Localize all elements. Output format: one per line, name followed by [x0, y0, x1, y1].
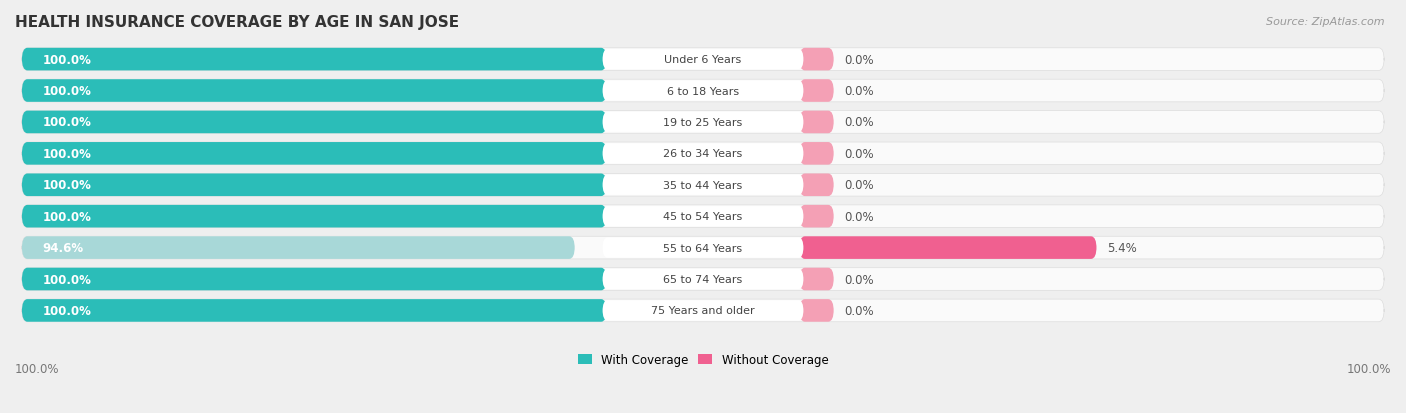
Text: 100.0%: 100.0%	[42, 116, 91, 129]
Text: 75 Years and older: 75 Years and older	[651, 306, 755, 316]
FancyBboxPatch shape	[22, 112, 1384, 134]
FancyBboxPatch shape	[22, 205, 1384, 228]
FancyBboxPatch shape	[22, 205, 606, 228]
Text: 100.0%: 100.0%	[42, 273, 91, 286]
FancyBboxPatch shape	[22, 49, 606, 71]
FancyBboxPatch shape	[800, 237, 1097, 259]
Text: 0.0%: 0.0%	[845, 147, 875, 161]
FancyBboxPatch shape	[800, 80, 834, 102]
FancyBboxPatch shape	[800, 174, 834, 197]
Text: 100.0%: 100.0%	[42, 304, 91, 317]
Text: HEALTH INSURANCE COVERAGE BY AGE IN SAN JOSE: HEALTH INSURANCE COVERAGE BY AGE IN SAN …	[15, 15, 460, 30]
Text: 100.0%: 100.0%	[15, 362, 59, 375]
Text: 26 to 34 Years: 26 to 34 Years	[664, 149, 742, 159]
Text: 35 to 44 Years: 35 to 44 Years	[664, 180, 742, 190]
Text: 5.4%: 5.4%	[1108, 242, 1137, 254]
Text: Source: ZipAtlas.com: Source: ZipAtlas.com	[1267, 17, 1385, 26]
Text: 100.0%: 100.0%	[42, 147, 91, 161]
Text: 100.0%: 100.0%	[42, 179, 91, 192]
FancyBboxPatch shape	[22, 143, 606, 165]
Text: 100.0%: 100.0%	[42, 210, 91, 223]
FancyBboxPatch shape	[22, 299, 1384, 322]
Text: 94.6%: 94.6%	[42, 242, 83, 254]
FancyBboxPatch shape	[800, 205, 834, 228]
FancyBboxPatch shape	[22, 112, 606, 134]
Text: 45 to 54 Years: 45 to 54 Years	[664, 212, 742, 222]
FancyBboxPatch shape	[603, 206, 803, 227]
FancyBboxPatch shape	[603, 81, 803, 101]
Text: 0.0%: 0.0%	[845, 304, 875, 317]
FancyBboxPatch shape	[22, 299, 606, 322]
Text: Under 6 Years: Under 6 Years	[665, 55, 741, 65]
FancyBboxPatch shape	[800, 299, 834, 322]
Text: 0.0%: 0.0%	[845, 210, 875, 223]
FancyBboxPatch shape	[603, 301, 803, 321]
FancyBboxPatch shape	[603, 50, 803, 70]
Text: 0.0%: 0.0%	[845, 85, 875, 98]
Text: 100.0%: 100.0%	[1347, 362, 1391, 375]
FancyBboxPatch shape	[22, 268, 1384, 291]
Text: 6 to 18 Years: 6 to 18 Years	[666, 86, 740, 96]
FancyBboxPatch shape	[22, 237, 575, 259]
FancyBboxPatch shape	[603, 269, 803, 290]
FancyBboxPatch shape	[22, 268, 606, 291]
FancyBboxPatch shape	[22, 143, 1384, 165]
Text: 0.0%: 0.0%	[845, 116, 875, 129]
Text: 100.0%: 100.0%	[42, 85, 91, 98]
FancyBboxPatch shape	[603, 175, 803, 195]
FancyBboxPatch shape	[800, 268, 834, 291]
FancyBboxPatch shape	[22, 174, 606, 197]
FancyBboxPatch shape	[22, 80, 1384, 102]
FancyBboxPatch shape	[22, 237, 1384, 259]
Text: 55 to 64 Years: 55 to 64 Years	[664, 243, 742, 253]
Text: 0.0%: 0.0%	[845, 53, 875, 66]
Text: 0.0%: 0.0%	[845, 273, 875, 286]
FancyBboxPatch shape	[800, 112, 834, 134]
Text: 19 to 25 Years: 19 to 25 Years	[664, 118, 742, 128]
Text: 65 to 74 Years: 65 to 74 Years	[664, 274, 742, 284]
FancyBboxPatch shape	[22, 174, 1384, 197]
FancyBboxPatch shape	[800, 143, 834, 165]
FancyBboxPatch shape	[22, 49, 1384, 71]
Text: 0.0%: 0.0%	[845, 179, 875, 192]
Legend: With Coverage, Without Coverage: With Coverage, Without Coverage	[572, 349, 834, 371]
FancyBboxPatch shape	[603, 113, 803, 133]
FancyBboxPatch shape	[603, 238, 803, 258]
FancyBboxPatch shape	[22, 80, 606, 102]
Text: 100.0%: 100.0%	[42, 53, 91, 66]
FancyBboxPatch shape	[800, 49, 834, 71]
FancyBboxPatch shape	[603, 144, 803, 164]
